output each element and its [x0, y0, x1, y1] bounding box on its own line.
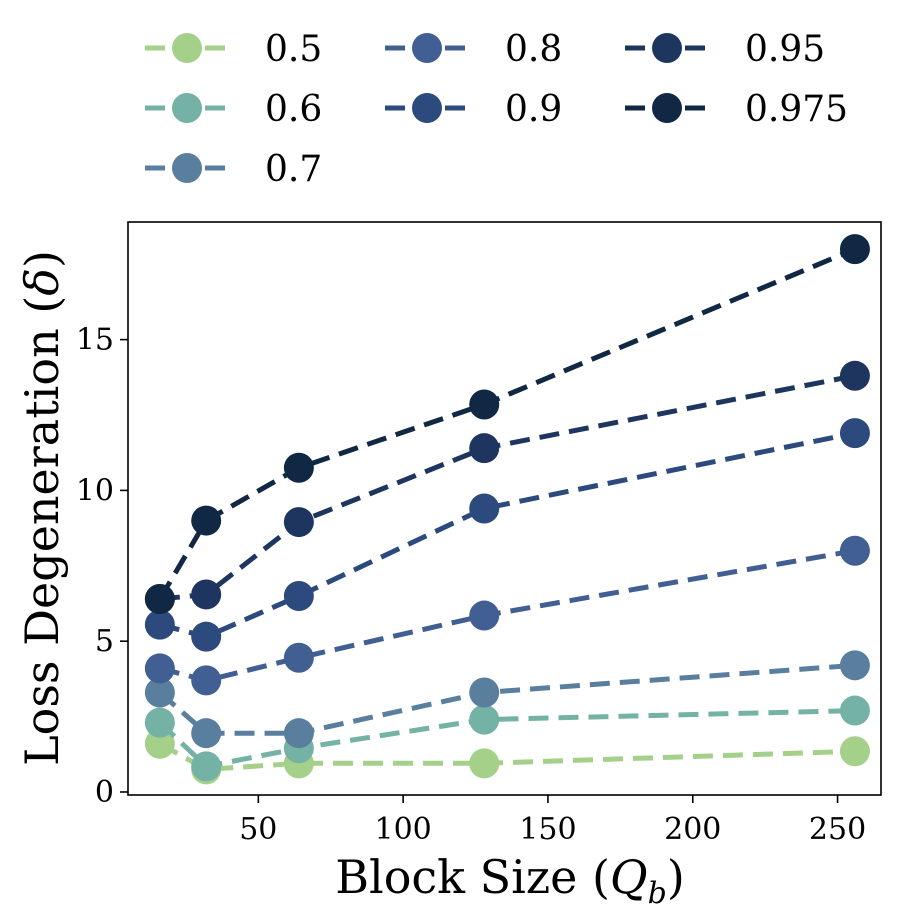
series-0.8 — [144, 535, 870, 696]
series-0.95 — [144, 360, 870, 614]
data-point — [839, 650, 870, 681]
legend-label: 0.5 — [265, 29, 322, 70]
data-point — [191, 579, 222, 610]
data-point — [191, 718, 222, 749]
data-point — [283, 580, 314, 611]
series-line — [158, 741, 855, 772]
data-point — [469, 493, 500, 524]
data-point — [144, 653, 175, 684]
legend-item: 0.8 — [385, 29, 562, 70]
data-point — [191, 665, 222, 696]
series-layer — [144, 234, 870, 785]
legend-label: 0.6 — [265, 89, 322, 130]
y-tick-label: 10 — [76, 473, 114, 508]
x-tick-label: 150 — [519, 812, 576, 847]
data-point — [839, 695, 870, 726]
data-point — [283, 507, 314, 538]
series-line — [159, 430, 856, 640]
legend-marker — [652, 93, 682, 123]
plot-frame — [127, 221, 882, 796]
legend-item: 0.7 — [145, 149, 322, 190]
legend-marker — [652, 33, 682, 63]
legend-label: 0.8 — [505, 29, 562, 70]
y-axis-title: Loss Degeneration (δ) — [15, 250, 69, 766]
series-line — [159, 548, 856, 683]
series-0.975 — [144, 234, 870, 614]
legend-item: 0.95 — [625, 29, 825, 70]
x-tick-label: 250 — [809, 812, 866, 847]
x-tick-label: 100 — [375, 812, 432, 847]
y-axis: 0 5 10 15 — [76, 323, 128, 810]
y-tick-label: 15 — [76, 323, 114, 358]
data-point — [283, 718, 314, 749]
series-line — [158, 708, 855, 769]
data-point — [839, 736, 870, 767]
data-point — [469, 433, 500, 464]
data-point — [469, 389, 500, 420]
legend-label: 0.9 — [505, 89, 562, 130]
legend-marker — [172, 93, 202, 123]
legend-label: 0.95 — [745, 29, 825, 70]
data-point — [144, 677, 175, 708]
x-axis: 50 100 150 200 250 — [239, 795, 866, 847]
legend-label: 0.975 — [745, 89, 848, 130]
x-tick-label: 50 — [239, 812, 277, 847]
data-point — [283, 452, 314, 483]
legend-marker — [412, 33, 442, 63]
series-0.5 — [144, 728, 870, 785]
legend-marker — [412, 93, 442, 123]
x-axis-title: Block Size (Qb) — [335, 850, 685, 911]
data-point — [191, 505, 222, 536]
data-point — [839, 418, 870, 449]
legend: 0.5 0.6 0.7 0.8 0.9 0.95 0.975 — [145, 29, 848, 190]
legend-item: 0.975 — [625, 89, 848, 130]
data-point — [144, 728, 175, 759]
data-point — [144, 609, 175, 640]
data-point — [469, 704, 500, 735]
series-0.9 — [144, 418, 870, 652]
legend-label: 0.7 — [265, 149, 322, 190]
x-tick-label: 200 — [664, 812, 721, 847]
data-point — [144, 583, 175, 614]
y-tick-label: 5 — [95, 624, 114, 659]
y-tick-label: 0 — [95, 775, 114, 810]
legend-item: 0.6 — [145, 89, 322, 130]
series-0.7 — [144, 650, 870, 749]
data-point — [469, 748, 500, 779]
legend-marker — [172, 153, 202, 183]
series-line — [158, 662, 856, 736]
data-point — [839, 234, 870, 265]
legend-item: 0.5 — [145, 29, 322, 70]
legend-item: 0.9 — [385, 89, 562, 130]
data-point — [469, 677, 500, 708]
legend-marker — [172, 33, 202, 63]
data-point — [469, 600, 500, 631]
data-point — [144, 707, 175, 738]
data-point — [839, 535, 870, 566]
data-point — [191, 751, 222, 782]
data-point — [839, 360, 870, 391]
data-point — [191, 621, 222, 652]
data-point — [283, 642, 314, 673]
